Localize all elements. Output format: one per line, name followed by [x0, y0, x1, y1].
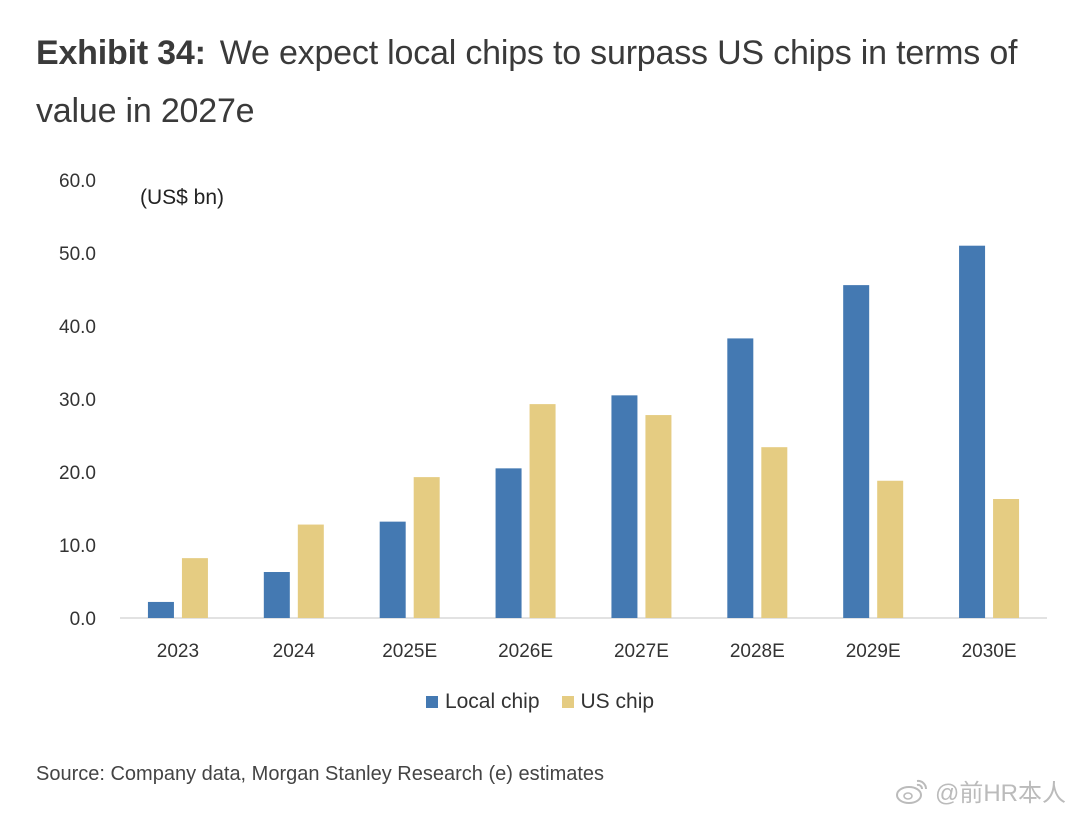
y-tick-label: 20.0	[59, 463, 96, 484]
legend: Local chip US chip	[0, 690, 1080, 714]
y-tick-label: 40.0	[59, 317, 96, 338]
bar-local-chip-2026e	[495, 468, 522, 618]
y-tick-label: 0.0	[70, 609, 96, 630]
bar-us-chip-2025e	[413, 477, 440, 618]
y-tick-label: 50.0	[59, 244, 96, 265]
y-axis-ticks: 0.0 10.0 20.0 30.0 40.0 50.0 60.0	[59, 171, 96, 630]
x-tick-label: 2029E	[846, 641, 901, 662]
x-tick-label: 2025E	[382, 641, 437, 662]
watermark-text: @前HR本人	[934, 780, 1066, 807]
bar-local-chip-2027e	[611, 395, 638, 618]
legend-swatch-local-chip	[425, 696, 438, 708]
bar-us-chip-2027e	[645, 415, 672, 618]
legend-swatch-us-chip	[561, 696, 574, 708]
legend-item-us-chip: US chip	[561, 690, 655, 714]
watermark: @前HR本人	[895, 773, 1066, 808]
bar-us-chip-2026e	[529, 404, 556, 618]
bar-local-chip-2030e	[959, 245, 986, 618]
x-tick-label: 2030E	[962, 641, 1017, 662]
source-note: Source: Company data, Morgan Stanley Res…	[36, 763, 605, 785]
y-tick-label: 30.0	[59, 390, 96, 411]
bar-local-chip-2028e	[727, 338, 754, 618]
legend-item-local-chip: Local chip	[425, 690, 540, 714]
bar-us-chip-2029e	[877, 480, 904, 618]
x-axis-ticks: 2023 2024 2025E 2026E 2027E 2028E 2029E 2030E	[157, 641, 1017, 662]
x-tick-label: 2026E	[498, 641, 553, 662]
chart-title: Exhibit 34: We expect local chips to surp…	[36, 24, 1066, 140]
unit-label: (US$ bn)	[140, 186, 224, 209]
bar-local-chip-2024	[263, 572, 290, 618]
exhibit-label: Exhibit 34:	[36, 34, 206, 72]
bar-local-chip-2029e	[843, 285, 870, 618]
weibo-logo-icon	[895, 779, 927, 804]
bar-us-chip-2024	[297, 524, 324, 618]
title-text: We expect local chips to surpass US chip…	[36, 34, 1018, 130]
y-tick-label: 60.0	[59, 171, 96, 192]
x-tick-label: 2028E	[730, 641, 785, 662]
legend-label-us-chip: US chip	[580, 690, 655, 713]
bar-local-chip-2023	[147, 601, 174, 618]
bars-group	[147, 245, 1020, 618]
bar-local-chip-2025e	[379, 521, 406, 618]
bar-us-chip-2023	[181, 558, 208, 618]
x-tick-label: 2023	[157, 641, 199, 662]
bar-us-chip-2030e	[993, 499, 1020, 618]
bar-us-chip-2028e	[761, 447, 788, 618]
x-tick-label: 2027E	[614, 641, 669, 662]
legend-label-local-chip: Local chip	[444, 690, 540, 713]
x-tick-label: 2024	[273, 641, 316, 662]
y-tick-label: 10.0	[59, 536, 96, 557]
